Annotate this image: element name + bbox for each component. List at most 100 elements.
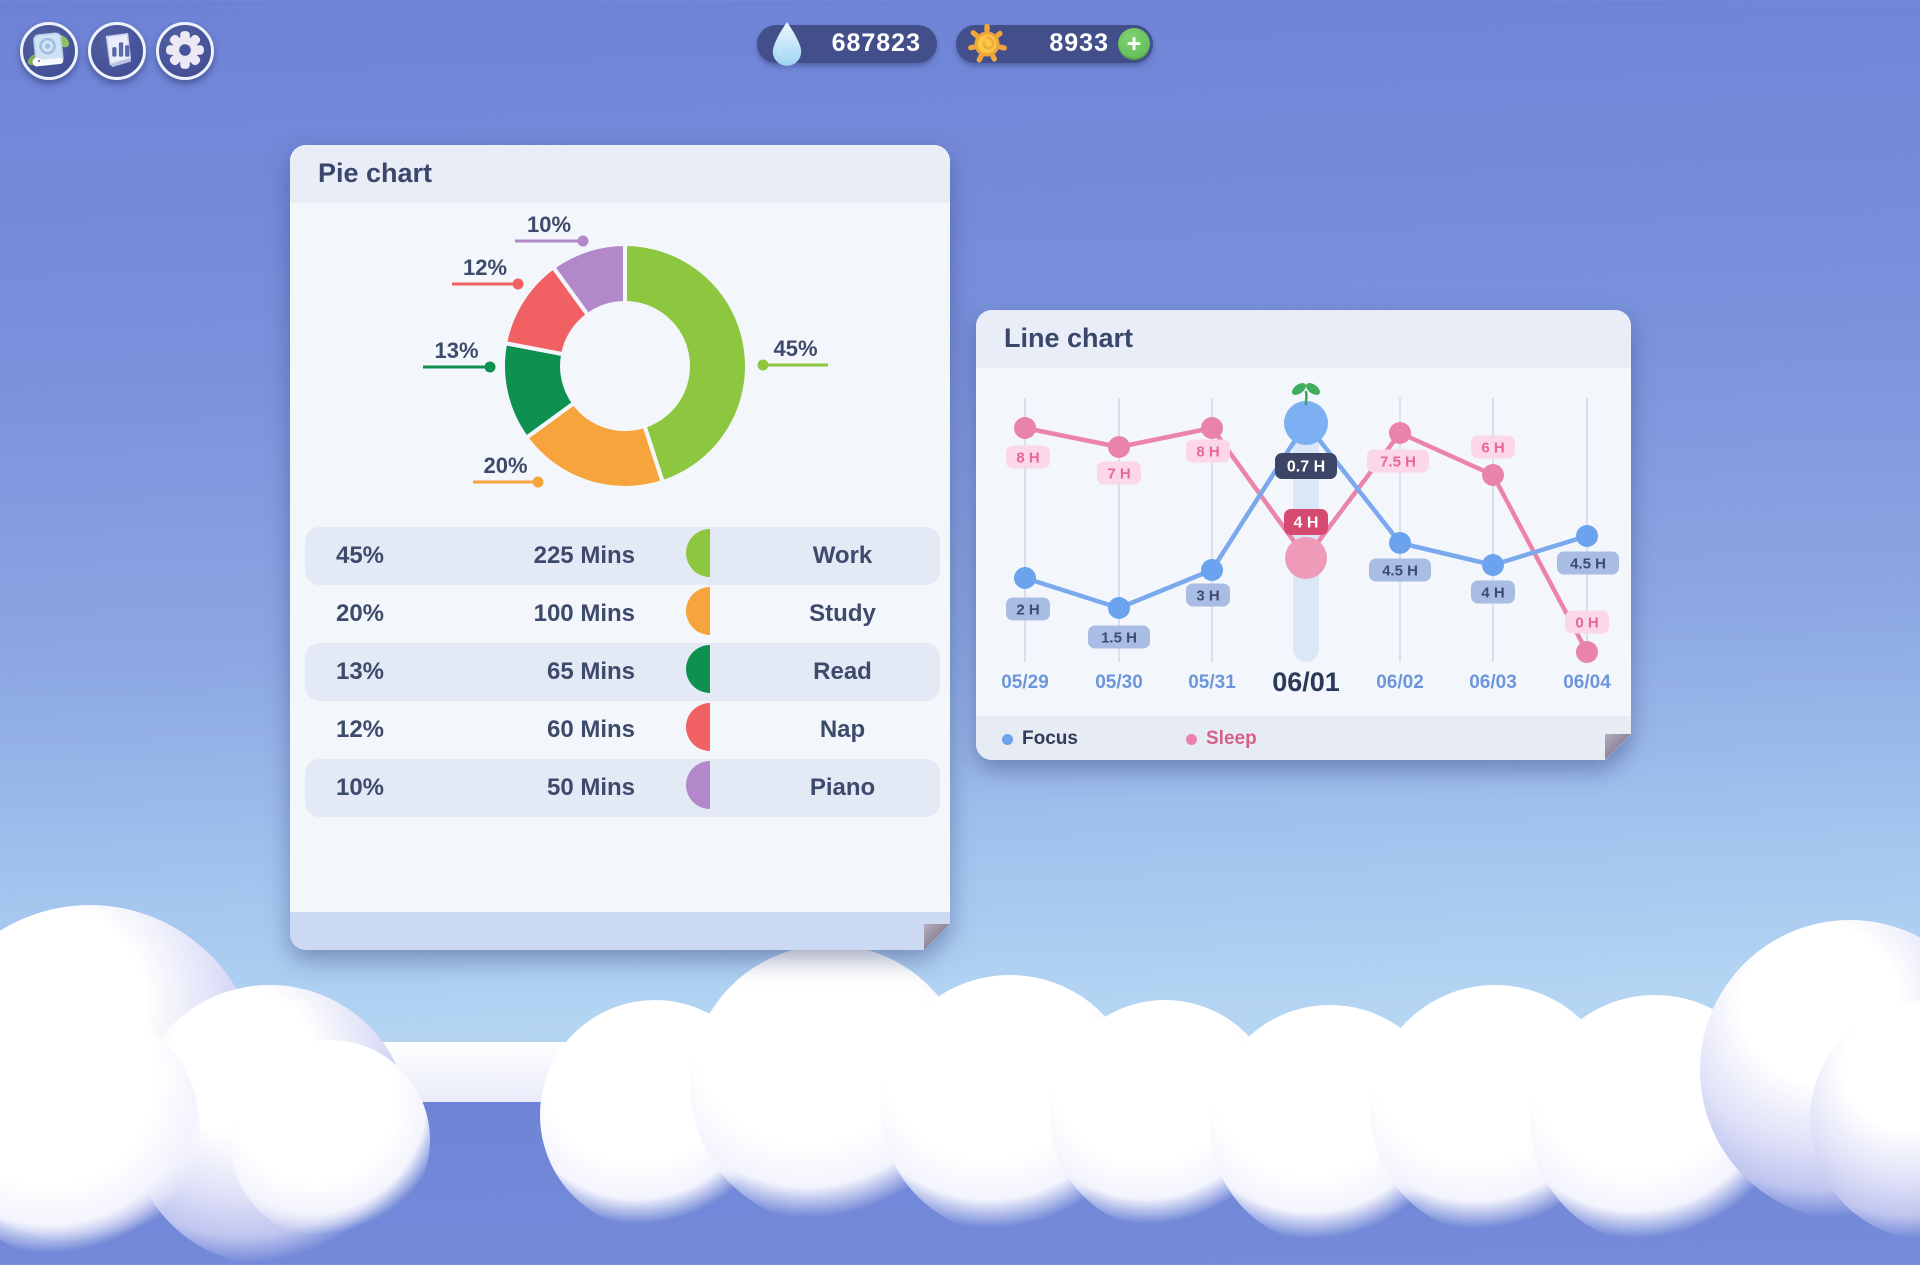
pie-legend-swatch-cell [665, 587, 755, 642]
pie-legend-minutes: 65 Mins [415, 658, 665, 686]
sleep-point [1201, 417, 1223, 439]
pie-legend-label: Read [755, 658, 940, 686]
page-fold-corner [924, 924, 950, 950]
callout-dot [485, 362, 496, 373]
screen: { "topbar": { "buttons": [ {"icon": "jou… [0, 0, 1920, 1080]
sun-badge: 8933 + [956, 25, 1153, 63]
x-axis-label: 05/31 [1188, 672, 1236, 693]
cloud [0, 905, 260, 1245]
pie-legend-label: Work [755, 542, 940, 570]
pie-legend-percent: 20% [305, 600, 415, 628]
pie-legend-minutes: 60 Mins [415, 716, 665, 744]
pie-legend-minutes: 100 Mins [415, 600, 665, 628]
pie-legend-color-swatch [686, 587, 710, 635]
x-axis-label: 06/03 [1469, 672, 1517, 693]
pie-legend-color-swatch [686, 645, 710, 693]
stats-button[interactable] [88, 22, 146, 80]
focus-point [1284, 401, 1328, 445]
focus-point [1014, 567, 1036, 589]
journal-button[interactable] [20, 22, 78, 80]
sleep-point [1482, 464, 1504, 486]
sprout-icon [1290, 381, 1322, 404]
focus-value-label: 1.5 H [1101, 630, 1137, 647]
pie-legend-percent: 45% [305, 542, 415, 570]
settings-gear-icon [164, 29, 206, 74]
page-fold-corner [1605, 734, 1631, 760]
sleep-value-label: 8 H [1196, 444, 1219, 461]
sleep-point [1014, 417, 1036, 439]
sleep-point [1108, 436, 1130, 458]
pie-card-footer [290, 912, 950, 950]
pie-legend-swatch-cell [665, 529, 755, 584]
pie-legend-color-swatch [686, 529, 710, 577]
x-axis-label: 05/29 [1001, 672, 1049, 693]
pie-legend-row: 20%100 Mins Study [305, 585, 940, 643]
focus-value-label: 4.5 H [1570, 556, 1606, 573]
focus-value-label: 2 H [1016, 602, 1039, 619]
sleep-legend-dot [1186, 734, 1197, 745]
pie-percent-label: 10% [527, 212, 571, 237]
water-amount: 687823 [832, 29, 921, 58]
legend-item-focus: Focus [1002, 728, 1078, 750]
pie-legend-row: 13%65 Mins Read [305, 643, 940, 701]
pie-legend-color-swatch [686, 761, 710, 809]
pie-legend-percent: 12% [305, 716, 415, 744]
x-axis-label: 06/04 [1563, 672, 1611, 693]
sleep-value-label: 6 H [1481, 440, 1504, 457]
pie-legend-swatch-cell [665, 761, 755, 816]
sleep-value-label: 4 H [1294, 515, 1319, 532]
sleep-value-label: 7 H [1107, 466, 1130, 483]
pie-legend-label: Piano [755, 774, 940, 802]
cloud [1810, 1000, 1920, 1240]
pie-legend-label: Study [755, 600, 940, 628]
line-chart: 2 H1.5 H3 H0.7 H4.5 H4 H4.5 H8 H7 H8 H4 … [976, 310, 1631, 760]
callout-dot [578, 236, 589, 247]
plus-icon: + [1127, 30, 1142, 58]
x-axis-label: 06/02 [1376, 672, 1424, 693]
focus-point [1201, 559, 1223, 581]
cloud [130, 985, 410, 1265]
sleep-value-label: 7.5 H [1380, 454, 1416, 471]
cloud-base [0, 1042, 1920, 1102]
settings-button[interactable] [156, 22, 214, 80]
cloud [0, 1000, 200, 1260]
cloud [1700, 920, 1920, 1220]
focus-value-label: 3 H [1196, 588, 1219, 605]
pie-legend-color-swatch [686, 703, 710, 751]
focus-value-label: 4.5 H [1382, 563, 1418, 580]
focus-point [1108, 597, 1130, 619]
focus-point [1482, 554, 1504, 576]
pie-percent-label: 13% [434, 338, 478, 363]
sleep-value-label: 8 H [1016, 450, 1039, 467]
sleep-point [1285, 537, 1327, 579]
water-drop-icon [767, 20, 807, 73]
x-axis-label: 05/30 [1095, 672, 1143, 693]
pie-percent-label: 20% [483, 453, 527, 478]
pie-percent-label: 45% [773, 336, 817, 361]
add-sun-button[interactable]: + [1118, 28, 1150, 60]
cloud [690, 945, 970, 1225]
pie-legend-percent: 13% [305, 658, 415, 686]
water-badge: 687823 [757, 25, 937, 63]
pie-percent-label: 12% [463, 255, 507, 280]
cloud [540, 1000, 770, 1230]
callout-dot [513, 279, 524, 290]
pie-legend-swatch-cell [665, 703, 755, 758]
top-bar: 687823 8933 + [0, 0, 1920, 110]
sleep-value-label: 0 H [1575, 615, 1598, 632]
callout-dot [533, 477, 544, 488]
focus-legend-dot [1002, 734, 1013, 745]
pie-legend-swatch-cell [665, 645, 755, 700]
stats-icon [96, 29, 138, 74]
x-axis-label: 06/01 [1272, 667, 1340, 697]
focus-value-label: 4 H [1481, 585, 1504, 602]
cloud [230, 1040, 430, 1240]
cloud-background [0, 0, 1920, 1080]
cloud [1210, 1005, 1450, 1245]
